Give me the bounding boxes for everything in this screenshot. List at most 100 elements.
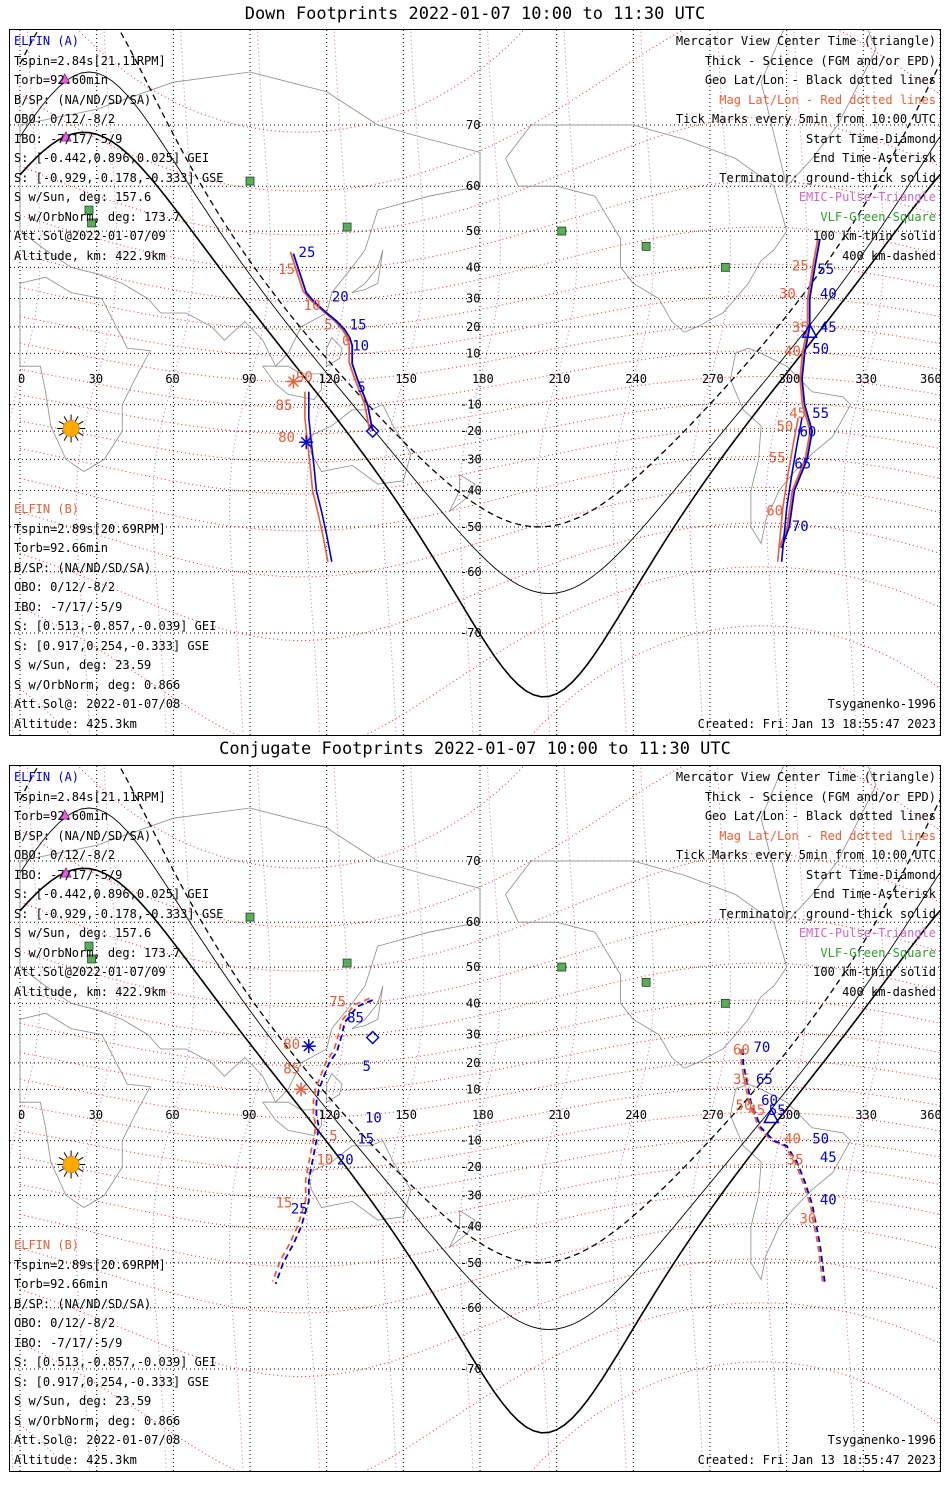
landmass-outline — [308, 1140, 412, 1221]
elfin-a-mag-track — [271, 997, 370, 1283]
legend-entry: Tick Marks every 5min from 10:00 UTC — [675, 112, 936, 126]
time-tick-label: 40 — [820, 287, 837, 303]
mag-latitude-line — [19, 1137, 940, 1199]
time-tick-label: 15 — [350, 318, 367, 334]
lon-tick-label: 60 — [165, 1108, 179, 1122]
time-tick-label: 70 — [753, 1040, 770, 1056]
map-legend: Mercator View Center Time (triangle) Thic… — [676, 32, 936, 266]
lat-tick-label: 50 — [466, 960, 480, 974]
mag-tick-label: 80 — [278, 430, 295, 446]
time-tick-label: 20 — [332, 290, 349, 306]
elfin-a-footprint-track — [274, 999, 374, 1285]
elfin-b-mag-track — [304, 391, 329, 562]
time-tick-label: 50 — [812, 341, 829, 357]
lon-tick-label: 210 — [549, 1108, 571, 1122]
mag-latitude-line — [19, 486, 940, 578]
mag-latitude-line — [19, 522, 940, 642]
map-canvas: 0 30 60 90 120 150 180 210 240 270 300 330 360706050… — [10, 30, 941, 735]
elfin-a-info-line: Altitude, km: 422.9km — [14, 984, 166, 999]
legend-entry: Terminator: ground-thick solid — [719, 170, 936, 185]
lat-tick-label: -10 — [460, 1134, 482, 1148]
lat-tick-label: -70 — [460, 1362, 482, 1376]
elfin-a-mag-track-2 — [778, 238, 819, 549]
lon-tick-label: 0 — [18, 1108, 25, 1122]
lon-tick-label: 30 — [89, 372, 103, 386]
time-tick-label: 55 — [812, 406, 829, 422]
lat-tick-label: 20 — [466, 320, 480, 334]
mag-tick-label: 60 — [766, 503, 783, 519]
lat-tick-label: -70 — [460, 626, 482, 640]
lon-tick-label: 180 — [472, 372, 494, 386]
mag-tick-label: 50 — [736, 1098, 753, 1114]
landmass-outline — [729, 347, 852, 545]
elfin-b-info: ELFIN (B) Tspin=2.89s[20.69RPM] Torb=92.66… — [14, 1236, 216, 1470]
mag-latitude-line — [19, 295, 940, 357]
legend-entry: End Time-Asterisk — [813, 887, 936, 901]
mag-tick-label: 85 — [276, 398, 293, 414]
lat-axis: 70 60 50 40 30 20 10 -10 -20 -30 -40 -50 -60 -70 — [460, 118, 482, 640]
terminator-400km — [19, 766, 940, 1264]
elfin-b-mag-track-2 — [776, 417, 799, 562]
elfin-a-mag-track — [289, 251, 371, 430]
lon-tick-label: 0 — [18, 372, 25, 386]
emic-pulse-triangle — [60, 130, 72, 142]
mag-tick-label: 80 — [283, 1037, 300, 1053]
coastlines — [19, 766, 877, 1281]
elfin-b-info-line: Att.Sol@: 2022-01-07/08 — [14, 1433, 181, 1447]
elfin-a-info-line: S w/Sun, deg: 157.6 — [14, 190, 152, 204]
lon-tick-label: 60 — [165, 372, 179, 386]
elfin-a-info-line: S: [-0.442,0.896,0.025] GEI — [14, 887, 210, 901]
elfin-a-label: ELFIN (A) — [14, 34, 80, 48]
map-panel-down: 0 30 60 90 120 150 180 210 240 270 300 330 360 70 60 50… — [9, 29, 941, 736]
elfin-a-info: ELFIN (A) Tspin=2.84s[21.11RPM] Torb=92.60… — [14, 32, 224, 266]
elfin-a-info-line: Att.Sol@2022-01-07/09 — [14, 229, 166, 243]
mag-latitude-line — [19, 625, 940, 735]
mag-latitude-line — [19, 1361, 940, 1471]
vlf-station-marker — [84, 205, 94, 215]
elfin-b-info-line: S w/Sun, deg: 23.59 — [14, 1394, 152, 1408]
center-time-triangle — [763, 1107, 780, 1124]
elfin-b-info-line: Tspin=2.89s[20.69RPM] — [14, 521, 166, 536]
elfin-b-info-line: Torb=92.66min — [14, 1277, 108, 1291]
time-tick-label: 5 — [362, 1059, 370, 1075]
lon-tick-label: 300 — [779, 1108, 801, 1122]
mag-latitude-line — [19, 1302, 940, 1471]
lon-axis: 0 30 60 90 120 150 180 210 240 270 300 330 360 — [18, 1108, 940, 1122]
mag-tick-label: 15 — [276, 1195, 293, 1211]
landmass-outline — [262, 1101, 322, 1136]
mag-tick-label: 10 — [304, 298, 321, 314]
elfin-b-info-line: OBO: 0/12/-8/2 — [14, 1316, 116, 1330]
lon-tick-label: 120 — [319, 372, 341, 386]
legend-entry: VLF-Green-Square — [820, 945, 936, 960]
elfin-a-info-line: B/SP: (NA/ND/SD/SA) — [14, 828, 152, 843]
elfin-b-info: ELFIN (B) Tspin=2.89s[20.69RPM] Torb=92.66… — [14, 500, 216, 734]
vlf-station-marker — [557, 226, 567, 236]
lat-tick-label: -20 — [460, 424, 482, 438]
sun-icon — [57, 1150, 86, 1179]
landmass-outline — [326, 1072, 343, 1103]
elfin-b-info-line: S: [0.917,0.254,-0.333] GSE — [14, 1374, 210, 1389]
map-canvas: 0 30 60 90 120 150 180 210 240 270 300 330 360706050… — [10, 766, 940, 1471]
elfin-b-info-line: S: [0.513,-0.857,-0.039] GEI — [14, 619, 217, 633]
elfin-a-info-line: IBO: -7/17/-5/9 — [14, 131, 123, 146]
elfin-a-info-line: S: [-0.442,0.896,0.025] GEI — [14, 151, 210, 165]
lat-tick-label: 60 — [466, 915, 480, 929]
lon-tick-label: 90 — [242, 372, 256, 386]
emic-pulse-triangle — [60, 866, 72, 878]
elfin-b-info-line: Altitude: 425.3km — [14, 1452, 137, 1467]
lon-tick-label: 360 — [920, 372, 941, 386]
terminator-ground — [19, 867, 940, 1434]
time-tick-label: 65 — [794, 456, 811, 472]
elfin-b-info-line: B/SP: (NA/ND/SD/SA) — [14, 560, 152, 575]
lat-axis: 70 60 50 40 30 20 10 -10 -20 -30 -40 -50 -60 -70 — [460, 854, 482, 1376]
elfin-a-info-line: B/SP: (NA/ND/SD/SA) — [14, 92, 152, 107]
mag-latitude-line — [19, 323, 940, 382]
mag-tick-label: 40 — [784, 344, 801, 360]
elfin-b-footprint-track — [308, 391, 333, 562]
lat-tick-label: 10 — [466, 346, 480, 360]
mag-latitude-line — [19, 1031, 940, 1093]
landmass-outline — [760, 30, 877, 188]
legend-entry: 100 km-thin solid — [813, 229, 936, 243]
mag-latitude-line — [19, 916, 940, 1008]
elfin-b-info-line: S w/Sun, deg: 23.59 — [14, 658, 152, 672]
